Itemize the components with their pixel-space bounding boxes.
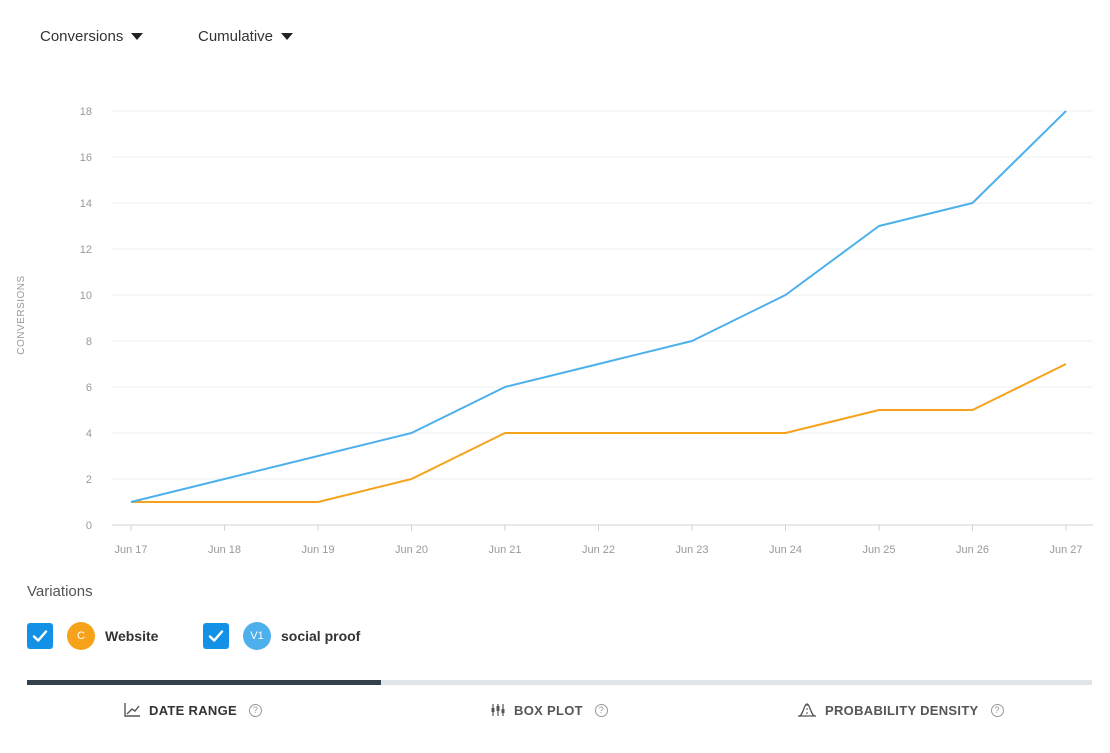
y-tick-label: 2 xyxy=(86,474,92,486)
y-tick-label: 4 xyxy=(86,428,92,440)
x-tick-label: Jun 24 xyxy=(769,544,802,556)
tab-date-range[interactable]: DATE RANGE ? xyxy=(123,698,262,722)
y-tick-label: 16 xyxy=(80,152,92,164)
tab-date-range-label: DATE RANGE xyxy=(149,702,237,718)
website-checkbox[interactable] xyxy=(27,623,53,649)
y-tick-label: 0 xyxy=(86,520,92,532)
variations-title: Variations xyxy=(27,583,93,600)
y-tick-label: 10 xyxy=(80,290,92,302)
conversions-line-chart: 0 2 4 6 8 10 12 14 16 18 Jun 17 Jun 18 Jun 19 Jun 20… xyxy=(16,106,1093,556)
x-tick-label: Jun 21 xyxy=(488,544,521,556)
social-proof-checkbox[interactable] xyxy=(203,623,229,649)
mode-dropdown[interactable]: Cumulative xyxy=(198,28,294,45)
checkmark-icon xyxy=(208,630,224,642)
tab-probability-density[interactable]: PROBABILITY DENSITY ? xyxy=(797,698,1004,722)
x-tick-label: Jun 25 xyxy=(862,544,895,556)
tab-probability-density-label: PROBABILITY DENSITY xyxy=(825,702,979,718)
x-tick-label: Jun 26 xyxy=(956,544,989,556)
mode-dropdown-label: Cumulative xyxy=(198,28,274,45)
x-tick-label: Jun 18 xyxy=(208,544,241,556)
tab-indicator-track xyxy=(27,680,1092,685)
website-label: Website xyxy=(105,628,159,644)
help-icon[interactable]: ? xyxy=(990,703,1004,717)
caret-down-icon xyxy=(281,33,294,40)
x-tick-label: Jun 20 xyxy=(395,544,428,556)
x-tick-label: Jun 27 xyxy=(1049,544,1082,556)
tab-box-plot[interactable]: BOX PLOT ? xyxy=(490,698,608,722)
metric-dropdown-label: Conversions xyxy=(40,28,124,45)
legend-item-social-proof[interactable]: V1 social proof xyxy=(203,622,360,650)
tab-indicator-active xyxy=(27,680,381,685)
x-tick-label: Jun 17 xyxy=(114,544,147,556)
social-proof-badge: V1 xyxy=(243,622,271,650)
density-icon xyxy=(798,703,816,717)
tab-box-plot-label: BOX PLOT xyxy=(514,702,583,718)
y-tick-label: 12 xyxy=(80,244,92,256)
y-tick-label: 18 xyxy=(80,106,92,118)
y-tick-label: 6 xyxy=(86,382,92,394)
box-plot-icon xyxy=(491,704,505,716)
legend-item-website[interactable]: C Website xyxy=(27,622,158,650)
x-tick-label: Jun 23 xyxy=(675,544,708,556)
line-chart-icon xyxy=(124,703,140,717)
metric-dropdown[interactable]: Conversions xyxy=(40,28,144,45)
y-axis-label: CONVERSIONS xyxy=(16,275,27,354)
series-lines xyxy=(130,110,1067,503)
y-tick-labels: 0 2 4 6 8 10 12 14 16 18 xyxy=(80,106,92,532)
website-badge: C xyxy=(67,622,95,650)
x-tick-label: Jun 22 xyxy=(582,544,615,556)
series-line-website xyxy=(131,363,1067,503)
checkmark-icon xyxy=(32,630,48,642)
y-tick-label: 14 xyxy=(80,198,92,210)
grid-lines xyxy=(112,110,1093,526)
caret-down-icon xyxy=(131,33,144,40)
social-proof-label: social proof xyxy=(281,628,361,644)
x-tick-label: Jun 19 xyxy=(301,544,334,556)
help-icon[interactable]: ? xyxy=(594,703,608,717)
y-tick-label: 8 xyxy=(86,336,92,348)
x-tick-labels: Jun 17 Jun 18 Jun 19 Jun 20 Jun 21 Jun 22 Jun … xyxy=(114,525,1083,556)
help-icon[interactable]: ? xyxy=(248,703,262,717)
series-line-social-proof xyxy=(130,110,1067,503)
